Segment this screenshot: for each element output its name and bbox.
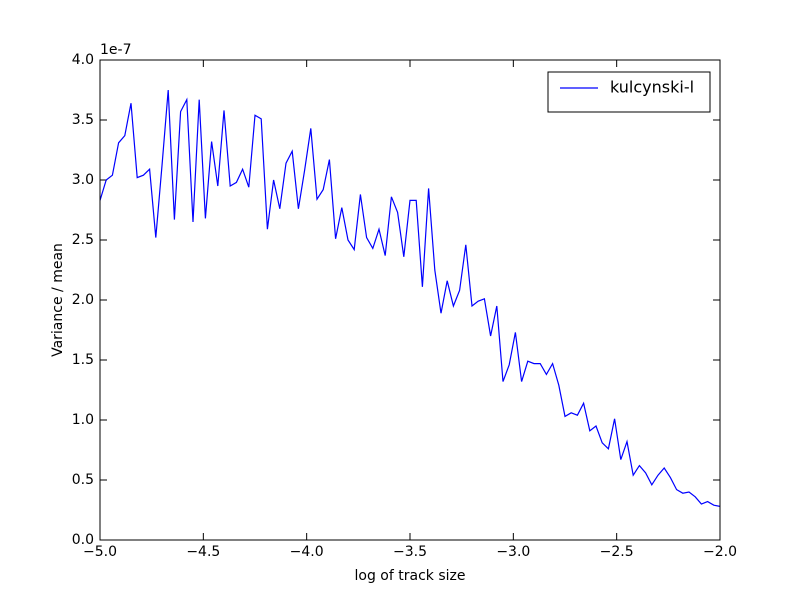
y-axis-label: Variance / mean [50, 243, 66, 357]
legend-box [547, 71, 711, 113]
x-axis-label: log of track size [355, 568, 466, 584]
x-tick-label: −4.0 [290, 544, 324, 560]
y-tick-label: 3.5 [72, 112, 94, 128]
plot-frame [99, 59, 721, 541]
y-tick-label: 2.0 [72, 292, 94, 308]
x-tick-label: −3.0 [496, 544, 530, 560]
y-tick-label: 4.0 [72, 52, 94, 68]
x-tick-label: −4.5 [186, 544, 220, 560]
x-tick-label: −5.0 [83, 544, 117, 560]
y-tick-label: 1.5 [72, 352, 94, 368]
y-tick-label: 2.5 [72, 232, 94, 248]
y-offset-label: 1e-7 [100, 42, 131, 58]
y-tick-label: 0.5 [72, 472, 94, 488]
x-tick-label: −2.0 [703, 544, 737, 560]
legend-label: kulcynski-l [610, 78, 694, 97]
data-line [100, 89, 720, 507]
x-tick-label: −2.5 [600, 544, 634, 560]
y-tick-label: 3.0 [72, 172, 94, 188]
x-tick-label: −3.5 [393, 544, 427, 560]
y-tick-label: 0.0 [72, 532, 94, 548]
y-tick-label: 1.0 [72, 412, 94, 428]
